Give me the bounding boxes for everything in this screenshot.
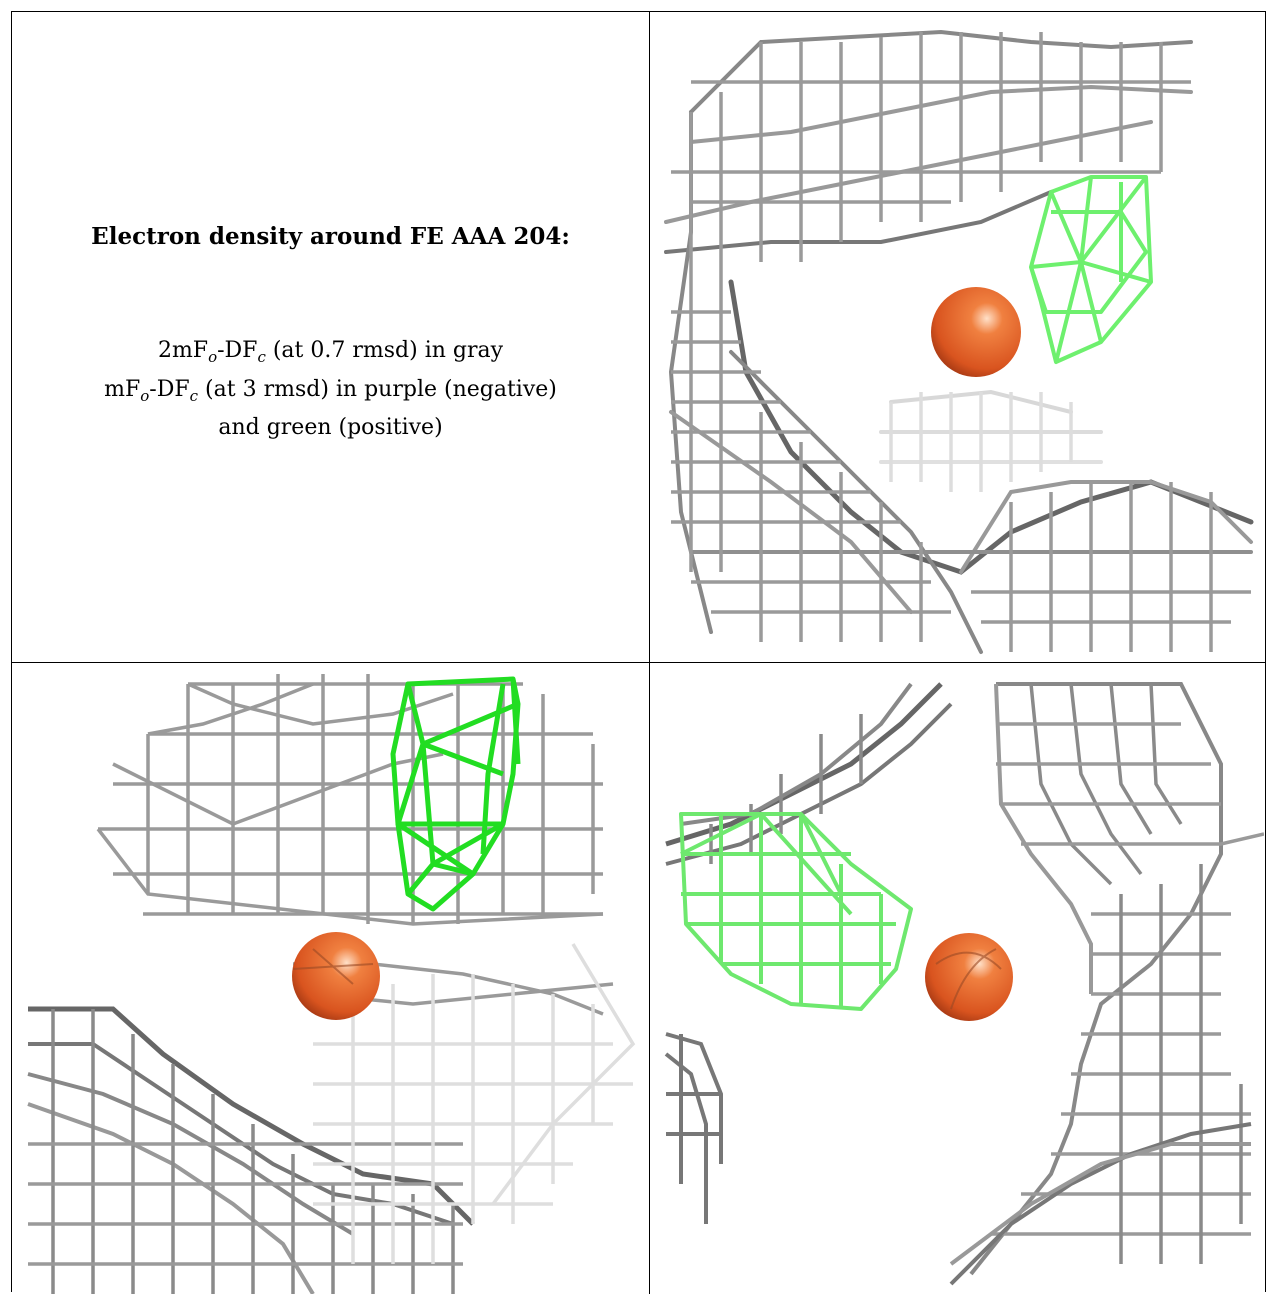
gray-mesh-faint-right (313, 943, 636, 1264)
l1-sub-o: o (208, 348, 218, 366)
mesh-view-1 (664, 29, 1254, 654)
caption-line-gray: 2mFo-DFc (at 0.7 rmsd) in gray (13, 338, 648, 366)
gray-mesh-faint (889, 392, 1073, 492)
l2-post: (at 3 rmsd) in purple (negative) (198, 377, 557, 402)
iron-atom (931, 287, 1021, 377)
figure-frame (11, 11, 1266, 1292)
gray-mesh-grid (671, 32, 1251, 652)
density-panel-top-right (651, 12, 1264, 662)
iron-atom (925, 933, 1013, 1021)
divider-vertical (649, 11, 651, 1294)
divider-horizontal (11, 662, 1265, 664)
iron-atom (292, 932, 380, 1020)
caption-line-difference: mFo-DFc (at 3 rmsd) in purple (negative) (13, 377, 648, 405)
gray-mesh-right-column (949, 682, 1264, 1286)
positive-density-green (1029, 175, 1153, 364)
positive-density-green (679, 812, 913, 1011)
iron-atom-sphere-icon (931, 287, 1021, 377)
gray-mesh-lower (27, 1006, 475, 1294)
l1-mid: -DF (217, 338, 258, 363)
gray-mesh-left-fragment (664, 1032, 723, 1224)
caption-title: Electron density around FE AAA 204: (91, 223, 570, 250)
l1-post: (at 0.7 rmsd) in gray (265, 338, 504, 363)
l2-pre: mF (104, 377, 141, 402)
density-panel-bottom-left (13, 664, 648, 1294)
l1-pre: 2mF (157, 338, 209, 363)
density-panel-bottom-right (651, 664, 1264, 1294)
l2-mid: -DF (149, 377, 190, 402)
caption-line-green: and green (positive) (218, 415, 443, 440)
iron-atom-sphere-icon (292, 932, 380, 1020)
l2-sub-o: o (140, 387, 150, 405)
positive-density-green (390, 676, 521, 912)
gray-mesh-top-left (665, 682, 953, 866)
caption-cell: Electron density around FE AAA 204: 2mFo… (13, 13, 648, 661)
mesh-view-3 (664, 682, 1264, 1286)
iron-atom-sphere-icon (925, 933, 1013, 1021)
l1-sub-c: c (257, 348, 266, 366)
l2-sub-c: c (189, 387, 199, 405)
mesh-view-2 (27, 674, 636, 1294)
